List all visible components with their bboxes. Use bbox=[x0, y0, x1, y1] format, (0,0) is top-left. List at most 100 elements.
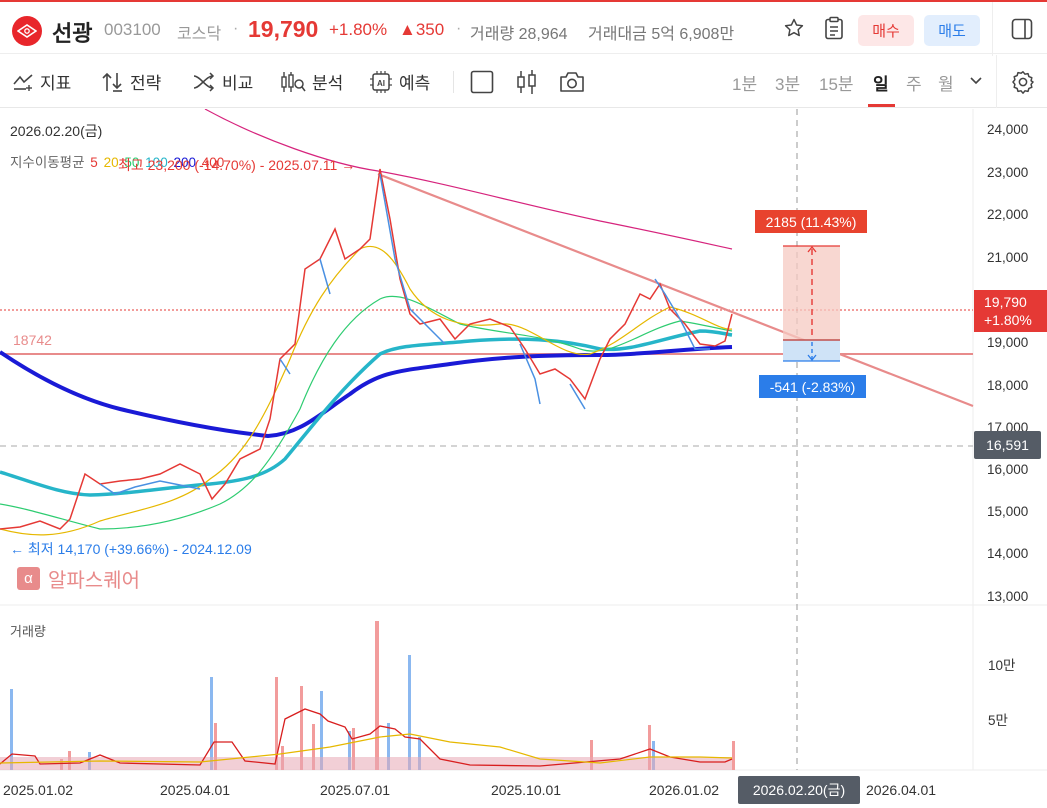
crosshair-date-tag: 2026.02.20(금) bbox=[738, 776, 860, 804]
y-tick: 15,000 bbox=[987, 504, 1029, 519]
chart-canvas[interactable] bbox=[0, 109, 1047, 808]
ma-20: 20 bbox=[103, 155, 119, 170]
divider bbox=[996, 55, 997, 108]
chart-toolbar: 지표 전략 비교 분석 AI 예측 1분 3분 15분 일 주 월 bbox=[0, 55, 1047, 108]
screenshot-button[interactable] bbox=[559, 69, 585, 95]
top-accent-line bbox=[0, 0, 1047, 2]
amount-value: 5억 6,908만 bbox=[651, 26, 735, 43]
amount-info: 거래대금 5억 6,908만 bbox=[588, 20, 734, 44]
y-tick: 16,000 bbox=[987, 462, 1029, 477]
ma-legend-title: 지수이동평균 bbox=[10, 155, 85, 170]
market-name: 코스닥 bbox=[177, 26, 222, 43]
sell-button[interactable]: 매도 bbox=[924, 15, 980, 46]
y-tick: 19,000 bbox=[987, 335, 1029, 350]
y-tick: 22,000 bbox=[987, 207, 1029, 222]
x-tick: 2025.10.01 bbox=[491, 782, 562, 798]
panel-toggle-icon bbox=[1011, 18, 1033, 40]
analysis-label: 분석 bbox=[312, 74, 344, 93]
compare-label: 비교 bbox=[222, 74, 254, 93]
x-tick: 2026.01.02 bbox=[649, 782, 720, 798]
alpha-logo-icon: α bbox=[17, 567, 40, 590]
brand-watermark: α 알파스퀘어 bbox=[17, 564, 140, 593]
camera-icon bbox=[560, 72, 584, 92]
settings-button[interactable] bbox=[1010, 69, 1036, 95]
volume-value: 28,964 bbox=[518, 26, 568, 43]
x-tick: 2026.04.01 bbox=[866, 782, 937, 798]
stock-header: 선광 003100 코스닥 · 19,790 +1.80% ▲350 · 거래량… bbox=[0, 2, 1047, 56]
volume-tick: 10만 bbox=[988, 658, 1016, 673]
ma-200: 200 bbox=[173, 155, 196, 170]
chart-type-button[interactable] bbox=[514, 68, 540, 96]
period-week[interactable]: 주 bbox=[906, 75, 922, 94]
chevron-down-icon bbox=[970, 77, 982, 85]
candlestick-icon bbox=[517, 70, 536, 94]
period-3min[interactable]: 3분 bbox=[775, 75, 801, 94]
volume-bars bbox=[0, 621, 735, 770]
active-period-indicator bbox=[868, 104, 895, 107]
x-tick: 2025.01.02 bbox=[3, 782, 74, 798]
y-tick: 23,000 bbox=[987, 165, 1029, 180]
strategy-button[interactable]: 전략 bbox=[102, 69, 161, 94]
current-price: 19,790 bbox=[248, 16, 319, 42]
period-day[interactable]: 일 bbox=[873, 75, 889, 94]
change-amount: ▲350 bbox=[399, 20, 445, 39]
analysis-button[interactable]: 분석 bbox=[280, 69, 343, 94]
stock-name: 선광 bbox=[52, 21, 93, 46]
strategy-icon bbox=[102, 72, 122, 92]
ai-predict-button[interactable]: AI 예측 bbox=[369, 69, 430, 94]
toolbar-divider bbox=[453, 71, 454, 93]
y-tick: 18,000 bbox=[987, 378, 1029, 393]
support-line-label: 18742 bbox=[13, 332, 52, 348]
ma-100: 100 bbox=[145, 155, 168, 170]
min-price-annotation: ← 최저 14,170 (+39.66%) - 2024.12.09 bbox=[10, 541, 252, 557]
ma-legend[interactable]: 지수이동평균 5 20 50 100 200 400 bbox=[10, 151, 226, 171]
brand-name: 알파스퀘어 bbox=[48, 570, 140, 592]
memo-button[interactable] bbox=[822, 15, 846, 41]
favorite-button[interactable] bbox=[782, 16, 806, 40]
square-draw-icon bbox=[470, 70, 494, 94]
current-price-tag: 19,790 +1.80% bbox=[974, 290, 1047, 332]
ai-predict-label: 예측 bbox=[399, 74, 431, 93]
volume-info: 거래량 28,964 bbox=[470, 20, 568, 44]
y-tick: 14,000 bbox=[987, 546, 1029, 561]
period-15min[interactable]: 15분 bbox=[819, 75, 854, 94]
period-month[interactable]: 월 bbox=[938, 75, 954, 94]
analysis-icon bbox=[281, 71, 306, 92]
max-price-annotation: 최고 23,200 (-14.70%) - 2025.07.11 → bbox=[118, 157, 356, 173]
y-tick: 24,000 bbox=[987, 122, 1029, 137]
star-icon bbox=[784, 18, 804, 37]
indicator-label: 지표 bbox=[40, 74, 72, 93]
more-periods-button[interactable] bbox=[968, 73, 984, 89]
svg-text:AI: AI bbox=[377, 79, 385, 88]
strategy-label: 전략 bbox=[130, 74, 162, 93]
ma-50: 50 bbox=[124, 155, 140, 170]
volume-panel-title: 거래량 bbox=[10, 624, 46, 639]
draw-shape-button[interactable] bbox=[469, 69, 495, 95]
panel-toggle-button[interactable] bbox=[1010, 17, 1034, 41]
change-percent: +1.80% bbox=[329, 20, 388, 39]
measure-up-label: 2185 (11.43%) bbox=[755, 210, 867, 233]
gear-icon bbox=[1012, 71, 1034, 94]
indicator-button[interactable]: 지표 bbox=[12, 69, 71, 94]
buy-button[interactable]: 매수 bbox=[858, 15, 914, 46]
ma-400: 400 bbox=[201, 155, 225, 170]
y-tick: 13,000 bbox=[987, 589, 1029, 604]
period-1min[interactable]: 1분 bbox=[732, 75, 758, 94]
ma-5: 5 bbox=[90, 155, 98, 170]
amount-label: 거래대금 bbox=[588, 26, 647, 43]
selected-date: 2026.02.20(금) bbox=[10, 123, 103, 139]
y-tick: 21,000 bbox=[987, 250, 1029, 265]
current-price-value: 19,790 bbox=[984, 294, 1027, 310]
indicator-icon bbox=[13, 73, 33, 91]
separator-dot: · bbox=[233, 20, 239, 37]
compare-button[interactable]: 비교 bbox=[192, 69, 253, 94]
x-tick: 2025.04.01 bbox=[160, 782, 231, 798]
price-chart[interactable]: 24,000 23,000 22,000 21,000 19,000 18,00… bbox=[0, 109, 1047, 808]
ai-predict-icon: AI bbox=[370, 70, 392, 93]
x-tick: 2025.07.01 bbox=[320, 782, 391, 798]
volume-tick: 5만 bbox=[988, 713, 1008, 728]
volume-label: 거래량 bbox=[470, 26, 515, 43]
company-logo-icon bbox=[12, 16, 42, 46]
stock-code: 003100 bbox=[104, 20, 161, 39]
measure-down-label: -541 (-2.83%) bbox=[759, 375, 866, 398]
